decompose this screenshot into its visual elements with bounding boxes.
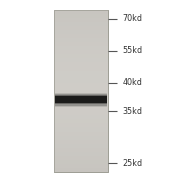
Bar [54, 111, 108, 115]
Bar [54, 127, 108, 132]
Bar [54, 75, 108, 79]
Bar [54, 46, 108, 50]
Bar [54, 10, 108, 172]
Bar [55, 93, 107, 107]
Bar [54, 119, 108, 123]
Text: 55kd: 55kd [122, 46, 142, 55]
Bar [54, 50, 108, 54]
Bar [54, 87, 108, 91]
Bar [54, 71, 108, 75]
Bar [54, 58, 108, 62]
Bar [54, 168, 108, 172]
Bar [54, 67, 108, 71]
Bar [54, 91, 108, 95]
Bar [54, 144, 108, 148]
Bar [54, 115, 108, 119]
Bar [54, 79, 108, 83]
Bar [54, 136, 108, 140]
Text: 25kd: 25kd [122, 159, 142, 168]
Bar [54, 140, 108, 144]
Bar [54, 18, 108, 22]
Bar [54, 34, 108, 38]
Bar [54, 10, 108, 14]
Bar [54, 38, 108, 42]
Bar [54, 30, 108, 34]
Bar [54, 99, 108, 103]
Bar [54, 164, 108, 168]
Bar [54, 22, 108, 26]
Bar [54, 123, 108, 127]
Bar [54, 95, 108, 99]
Bar [54, 156, 108, 160]
Text: 40kd: 40kd [122, 78, 142, 87]
Text: 35kd: 35kd [122, 107, 142, 116]
Bar [54, 107, 108, 111]
Bar [54, 26, 108, 30]
Bar [54, 14, 108, 18]
Bar [55, 96, 107, 103]
Bar [54, 83, 108, 87]
Bar [54, 152, 108, 156]
Text: 70kd: 70kd [122, 14, 142, 23]
Bar [54, 148, 108, 152]
Bar [54, 160, 108, 164]
Bar [54, 103, 108, 107]
Bar [54, 42, 108, 46]
Bar [54, 54, 108, 58]
Bar [54, 62, 108, 67]
Bar [54, 10, 108, 172]
Bar [54, 132, 108, 136]
Bar [55, 95, 107, 104]
Bar [55, 94, 107, 105]
